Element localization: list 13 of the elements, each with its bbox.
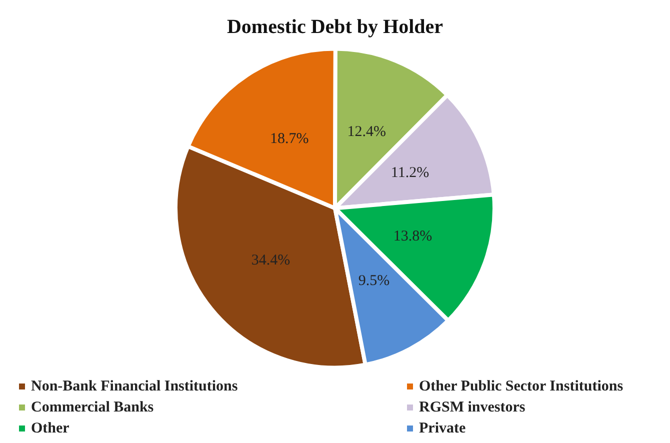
legend-label: RGSM investors [419, 400, 526, 416]
data-label: 9.5% [358, 273, 390, 290]
legend-label: Private [419, 420, 466, 436]
legend-label: Other Public Sector Institutions [419, 378, 624, 394]
data-label: 34.4% [251, 252, 290, 268]
legend-label: Non-Bank Financial Institutions [31, 378, 238, 394]
chart-title: Domestic Debt by Holder [226, 16, 444, 38]
legend-label: Commercial Banks [31, 400, 154, 416]
legend-label: Other [31, 420, 70, 436]
data-label: 13.8% [393, 228, 432, 244]
data-label: 11.2% [390, 165, 430, 182]
data-label: 12.4% [347, 124, 386, 140]
data-label: 18.7% [270, 131, 309, 148]
